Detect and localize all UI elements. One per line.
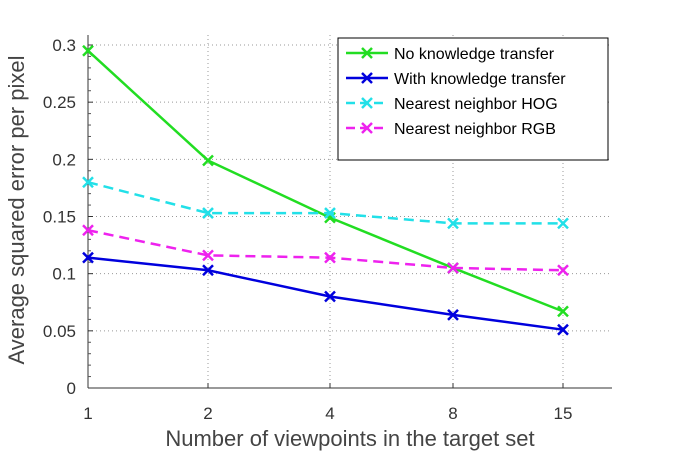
legend-marker — [361, 122, 373, 134]
data-point-marker — [557, 323, 569, 336]
data-point-marker — [447, 262, 459, 274]
y-tick-label: 0.1 — [52, 265, 76, 284]
legend-item: With knowledge transfer — [346, 71, 566, 88]
y-tick-label: 0.3 — [52, 36, 76, 55]
axes — [87, 35, 612, 389]
x-tick-label: 1 — [83, 404, 92, 423]
series-with-knowledge-transfer — [82, 251, 569, 336]
series-group — [82, 44, 569, 336]
y-tick-label: 0.2 — [52, 150, 76, 169]
data-point-marker — [82, 251, 94, 264]
x-tick-label: 2 — [203, 404, 212, 423]
data-point-marker — [202, 154, 214, 167]
data-point-marker — [447, 217, 459, 230]
legend-label: No knowledge transfer — [394, 46, 555, 63]
series-no-knowledge-transfer — [82, 44, 569, 318]
series-nearest-neighbor-rgb — [82, 224, 569, 277]
data-point-marker — [202, 207, 214, 219]
legend-item: No knowledge transfer — [346, 46, 555, 63]
y-tick-label: 0.15 — [43, 208, 76, 227]
data-point-marker — [82, 224, 94, 237]
series-nearest-neighbor-hog — [82, 176, 569, 230]
data-point-marker — [557, 264, 569, 277]
legend: No knowledge transfer With knowledge tran… — [337, 37, 609, 161]
y-tick-label: 0.05 — [43, 322, 76, 341]
data-point-marker — [324, 251, 336, 264]
data-point-marker — [82, 44, 94, 57]
legend-label: Nearest neighbor HOG — [394, 96, 558, 113]
y-tick-label: 0 — [67, 379, 76, 398]
x-tick-label: 8 — [448, 404, 457, 423]
data-point-marker — [557, 217, 569, 230]
data-point-marker — [557, 305, 569, 318]
x-tick-label: 15 — [554, 404, 573, 423]
y-tick-label: 0.25 — [43, 93, 76, 112]
data-point-marker — [447, 308, 459, 321]
data-point-marker — [202, 249, 214, 262]
legend-label: With knowledge transfer — [394, 71, 566, 88]
x-tick-label: 4 — [325, 404, 334, 423]
legend-item: Nearest neighbor RGB — [346, 121, 556, 138]
y-axis-title: Average squared error per pixel — [4, 56, 29, 365]
data-point-marker — [82, 176, 94, 189]
legend-marker — [361, 72, 373, 84]
legend-marker — [361, 47, 373, 59]
ticks: 0 0.05 0.1 0.15 0.2 0.25 0.3 1 2 4 8 15 — [43, 36, 573, 423]
legend-box — [337, 37, 609, 161]
data-point-marker — [324, 207, 336, 219]
legend-marker — [361, 97, 373, 109]
legend-label: Nearest neighbor RGB — [394, 121, 556, 138]
data-point-marker — [202, 264, 214, 277]
x-axis-title: Number of viewpoints in the target set — [165, 426, 534, 451]
data-point-marker — [324, 290, 336, 303]
legend-item: Nearest neighbor HOG — [346, 96, 558, 113]
